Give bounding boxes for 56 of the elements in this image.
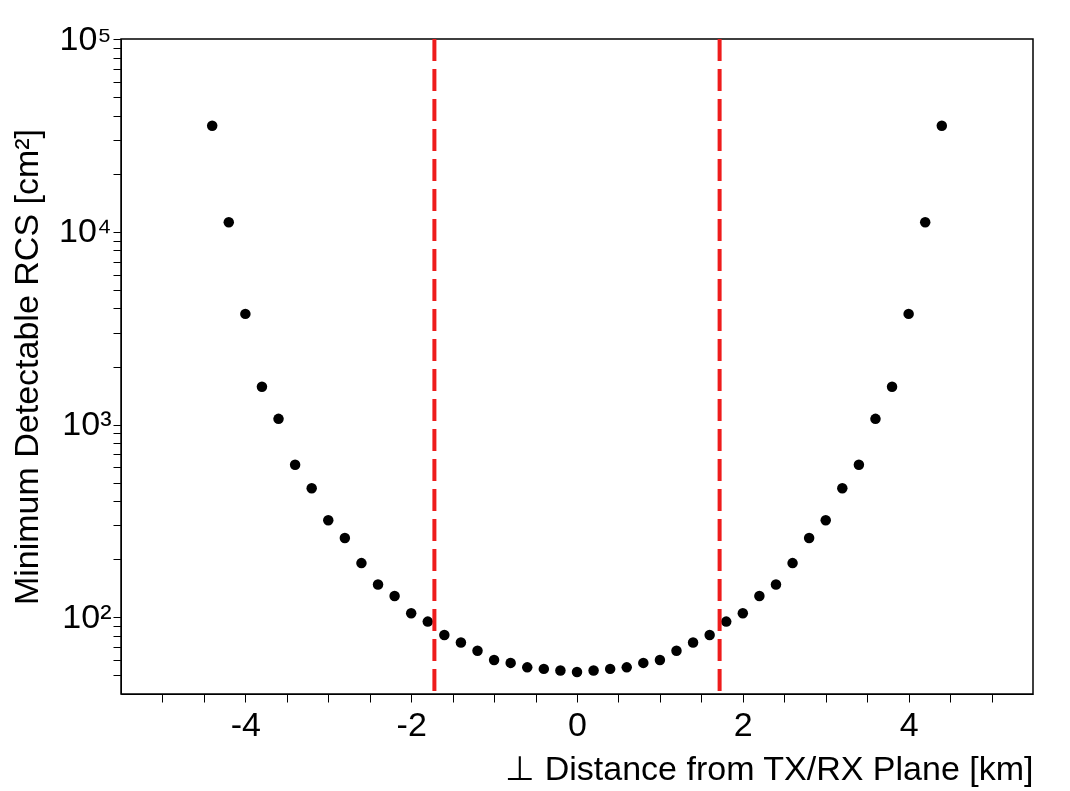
- point: [936, 120, 948, 131]
- x-tick-label: -4: [230, 704, 261, 743]
- point: [522, 662, 533, 673]
- x-tick-label: 4: [899, 704, 919, 743]
- point: [671, 645, 682, 657]
- y-tick-label: 10³: [62, 404, 112, 443]
- x-tick-label: 0: [568, 704, 587, 743]
- point: [206, 120, 218, 131]
- point: [886, 381, 898, 392]
- point: [720, 616, 732, 627]
- point: [704, 629, 715, 641]
- point: [571, 666, 583, 678]
- point: [638, 657, 649, 669]
- point: [737, 607, 749, 619]
- point: [687, 637, 699, 648]
- point: [256, 381, 268, 392]
- point: [903, 308, 914, 320]
- point: [356, 557, 367, 569]
- point: [820, 514, 831, 526]
- point: [654, 654, 666, 666]
- point: [505, 657, 516, 669]
- point: [405, 607, 417, 619]
- point: [273, 413, 284, 425]
- point: [853, 459, 865, 471]
- point: [455, 637, 467, 648]
- point: [919, 217, 931, 228]
- point: [439, 629, 450, 641]
- x-tick-label: -2: [396, 704, 427, 743]
- point: [389, 590, 400, 602]
- point: [837, 483, 848, 494]
- point: [339, 532, 351, 544]
- point: [372, 579, 384, 590]
- y-tick-label: 10⁵: [59, 18, 112, 57]
- point: [488, 654, 500, 666]
- point: [472, 645, 483, 657]
- y-tick-label: 10⁴: [59, 211, 112, 250]
- point: [306, 483, 317, 494]
- point: [770, 579, 782, 590]
- point: [323, 514, 334, 526]
- point: [223, 217, 235, 228]
- point: [538, 663, 550, 675]
- point: [604, 663, 616, 675]
- point: [621, 662, 632, 673]
- x-tick-label: 2: [733, 704, 753, 743]
- y-axis-title: Minimum Detectable RCS [cm²]: [7, 128, 46, 606]
- point: [803, 532, 815, 544]
- point: [870, 413, 881, 425]
- point: [240, 308, 251, 320]
- point: [289, 459, 301, 471]
- point: [555, 665, 566, 676]
- point: [754, 590, 765, 602]
- point: [588, 665, 599, 676]
- y-tick-label: 10²: [62, 596, 112, 635]
- point: [422, 616, 434, 627]
- x-axis-title: ⊥ Distance from TX/RX Plane [km]: [505, 748, 1034, 787]
- point: [787, 557, 798, 569]
